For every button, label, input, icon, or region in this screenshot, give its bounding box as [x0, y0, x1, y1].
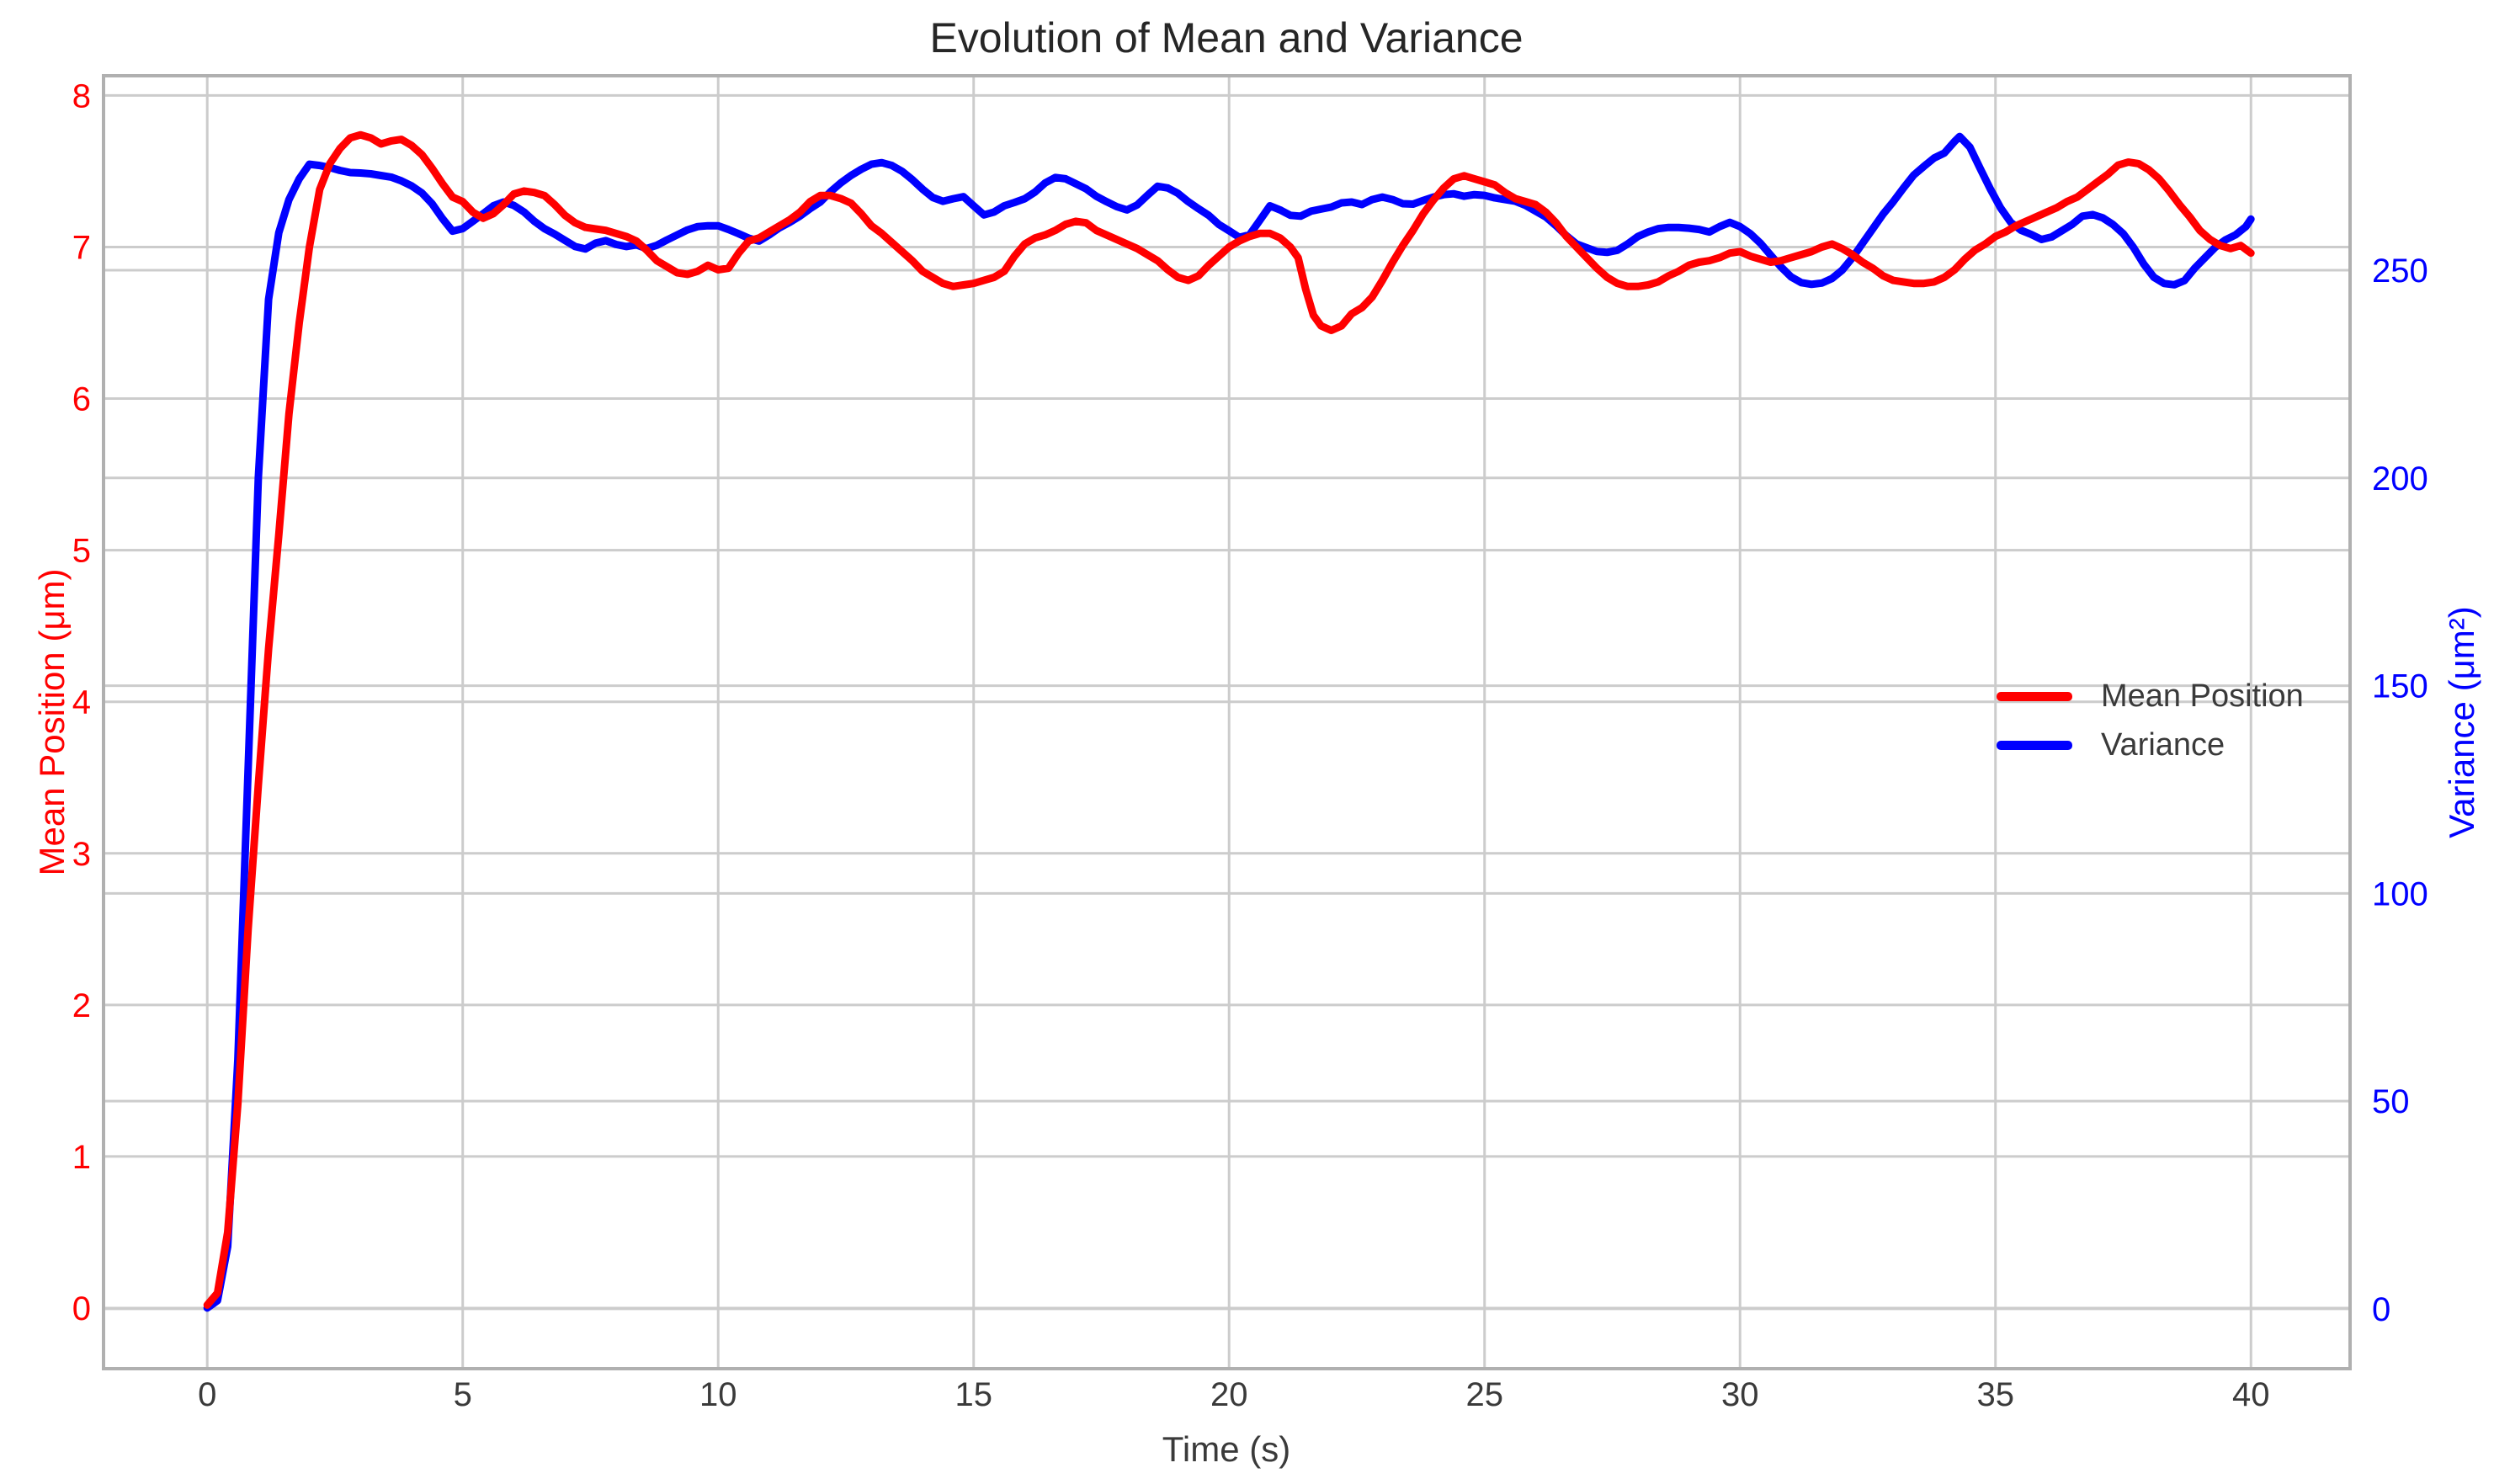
- legend-label-variance: Variance: [2101, 726, 2225, 763]
- y-tick-label-left: 7: [72, 229, 91, 266]
- y-tick-label-left: 8: [72, 77, 91, 114]
- y-tick-label-left: 5: [72, 533, 91, 570]
- y-axis-label-right: Variance (μm²): [2442, 606, 2481, 838]
- variance-line-swatch: [1997, 740, 2072, 750]
- y-tick-label-right: 150: [2372, 668, 2428, 705]
- y-tick-label-left: 3: [72, 836, 91, 873]
- x-tick-label: 20: [1210, 1376, 1248, 1413]
- y-tick-label-right: 100: [2372, 875, 2428, 912]
- y-tick-label-left: 1: [72, 1139, 91, 1176]
- x-tick-label: 35: [1976, 1376, 2014, 1413]
- y-tick-label-left: 6: [72, 381, 91, 418]
- legend: Mean Position Variance: [1997, 672, 2304, 769]
- x-tick-label: 0: [198, 1376, 216, 1413]
- x-tick-label: 40: [2232, 1376, 2270, 1413]
- y-tick-label-right: 200: [2372, 460, 2428, 497]
- mean-position-line-swatch: [1997, 691, 2072, 701]
- mean-position-line: [203, 130, 2255, 1309]
- y-tick-label-right: 250: [2372, 253, 2428, 290]
- y-axis-label-left: Mean Position (μm): [32, 568, 72, 876]
- y-tick-label-right: 50: [2372, 1083, 2410, 1120]
- y-tick-label-left: 2: [72, 987, 91, 1024]
- y-tick-label-right: 0: [2372, 1291, 2390, 1328]
- x-tick-label: 10: [699, 1376, 737, 1413]
- legend-item-variance: Variance: [1997, 721, 2304, 769]
- y-tick-label-left: 4: [72, 684, 91, 721]
- y-tick-label-left: 0: [72, 1290, 91, 1327]
- x-axis-label: Time (s): [1162, 1429, 1291, 1469]
- x-tick-label: 25: [1465, 1376, 1503, 1413]
- chart-title: Evolution of Mean and Variance: [929, 14, 1524, 61]
- legend-label-mean-position: Mean Position: [2101, 678, 2304, 714]
- variance-line: [203, 132, 2255, 1312]
- plot-border: [102, 74, 2352, 1370]
- x-tick-label: 30: [1721, 1376, 1759, 1413]
- x-tick-label: 15: [955, 1376, 992, 1413]
- legend-item-mean-position: Mean Position: [1997, 672, 2304, 721]
- x-tick-label: 5: [454, 1376, 472, 1413]
